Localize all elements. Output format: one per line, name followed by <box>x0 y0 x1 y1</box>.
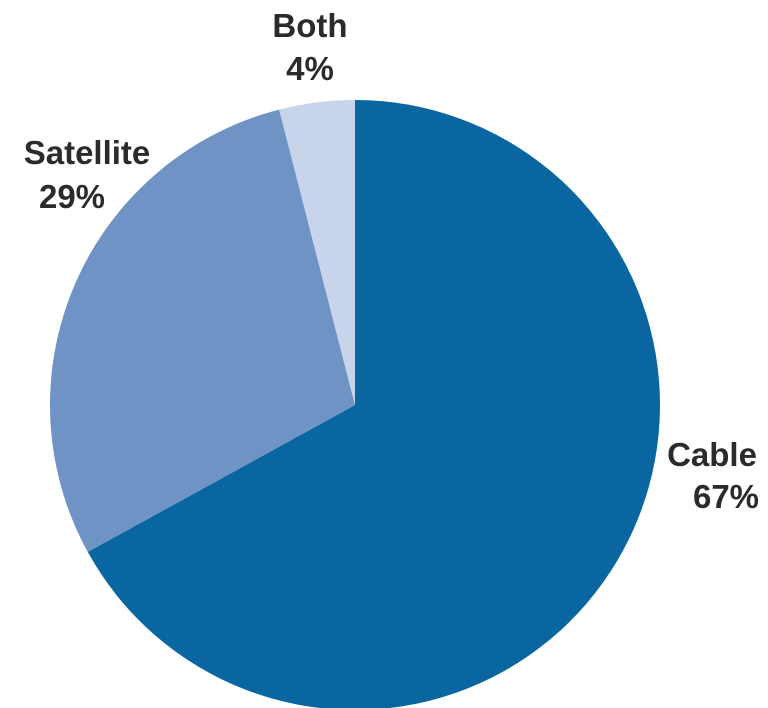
pie-slice-both <box>279 100 355 405</box>
slice-label-cable: Cable 67% <box>667 436 759 515</box>
both-label: Both <box>272 7 347 44</box>
cable-percent: 67% <box>693 478 759 515</box>
pie-slice-satellite <box>50 109 355 552</box>
slice-label-both: Both 4% <box>272 7 347 87</box>
slice-label-satellite: Satellite 29% <box>24 134 151 215</box>
satellite-label: Satellite <box>24 134 151 171</box>
satellite-percent: 29% <box>39 178 105 215</box>
pie-slice-cable <box>87 100 660 708</box>
cable-label: Cable <box>667 436 757 473</box>
pie-slices <box>50 100 660 708</box>
both-percent: 4% <box>286 50 334 87</box>
